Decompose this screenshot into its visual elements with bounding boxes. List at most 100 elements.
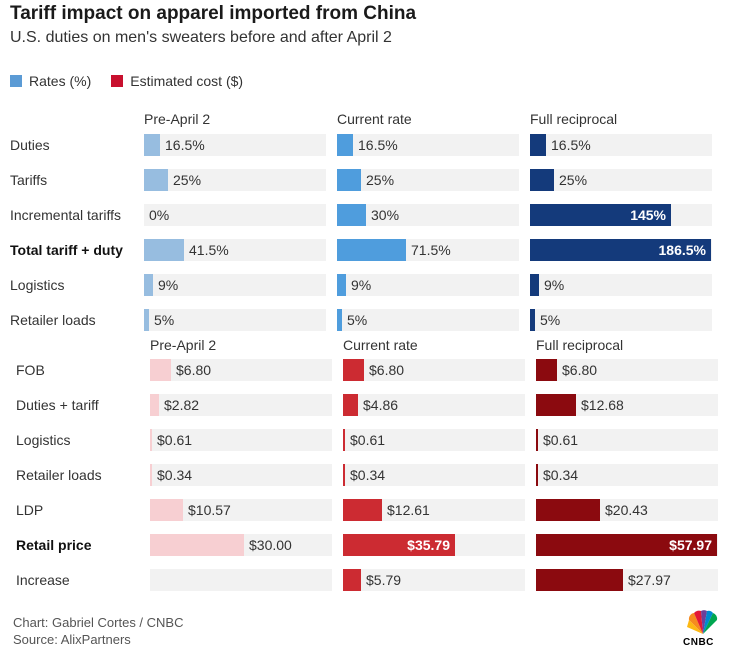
bar <box>144 274 153 296</box>
legend-swatch-cost <box>111 75 124 87</box>
bar <box>343 359 364 381</box>
bar-value-label: $27.97 <box>628 572 671 588</box>
row-label: FOB <box>16 362 45 378</box>
bar <box>150 464 152 486</box>
bar-value-label: $10.57 <box>188 502 231 518</box>
legend-swatch-rates <box>10 75 22 87</box>
legend-label-cost: Estimated cost ($) <box>130 73 244 89</box>
bar <box>343 429 345 451</box>
bar-value-label: $12.61 <box>387 502 430 518</box>
chart-subtitle: U.S. duties on men's sweaters before and… <box>10 29 392 46</box>
bar-value-label: $20.43 <box>605 502 648 518</box>
bar-track: $6.80 <box>343 359 525 381</box>
bar <box>530 134 546 156</box>
bar-value-label: 25% <box>366 172 395 188</box>
bar <box>343 569 361 591</box>
row-label: Retailer loads <box>16 467 102 483</box>
bar-value-label: $0.61 <box>157 432 193 448</box>
bar-value-label: $6.80 <box>562 362 598 378</box>
bar <box>343 499 382 521</box>
bar <box>536 359 557 381</box>
bar-value-label: $0.34 <box>350 467 386 483</box>
bar <box>536 569 623 591</box>
bar-value-label: $0.34 <box>543 467 579 483</box>
bar-track: 5% <box>337 309 519 331</box>
peacock-logo-icon <box>687 610 718 634</box>
bar-track: $12.68 <box>536 394 718 416</box>
bar-value-label: 0% <box>149 207 170 223</box>
bar <box>144 169 168 191</box>
row-label: Logistics <box>16 432 71 448</box>
chart-credit: Chart: Gabriel Cortes / CNBC <box>13 615 184 630</box>
bar-value-label: $35.79 <box>407 537 450 553</box>
bar-track: $20.43 <box>536 499 718 521</box>
bar-value-label: $4.86 <box>363 397 399 413</box>
row-label: Increase <box>16 572 70 588</box>
row-label: Duties + tariff <box>16 397 99 413</box>
bar-value-label: 186.5% <box>658 242 706 258</box>
bar-value-label: $12.68 <box>581 397 624 413</box>
bar <box>337 239 406 261</box>
bar-track: $10.57 <box>150 499 332 521</box>
bar-track: $0.61 <box>343 429 525 451</box>
bar-track: 71.5% <box>337 239 519 261</box>
bar-track: 41.5% <box>144 239 326 261</box>
bar-track: 30% <box>337 204 519 226</box>
bar-value-label: 5% <box>154 312 175 328</box>
bar-track: $0.34 <box>536 464 718 486</box>
bar-track: $0.34 <box>343 464 525 486</box>
bar <box>150 534 244 556</box>
bar-track: $6.80 <box>150 359 332 381</box>
bar-track: $2.82 <box>150 394 332 416</box>
bar-track: 16.5% <box>530 134 712 156</box>
bar-value-label: 30% <box>371 207 400 223</box>
row-label: Retail price <box>16 537 92 553</box>
bar-value-label: 145% <box>630 207 666 223</box>
bar-value-label: $2.82 <box>164 397 200 413</box>
bar-track: $0.61 <box>536 429 718 451</box>
bar-track: $27.97 <box>536 569 718 591</box>
row-label: Incremental tariffs <box>10 207 122 223</box>
bar <box>337 274 346 296</box>
bar <box>337 204 366 226</box>
row-label: Tariffs <box>10 172 48 188</box>
bar <box>536 464 538 486</box>
bar <box>337 134 353 156</box>
bar <box>150 359 171 381</box>
bar <box>530 169 554 191</box>
bar-value-label: $6.80 <box>369 362 405 378</box>
bar-value-label: $30.00 <box>249 537 292 553</box>
column-header: Pre-April 2 <box>144 111 211 127</box>
bar <box>150 499 183 521</box>
bar-track: $57.97 <box>536 534 718 556</box>
bar-track: 25% <box>337 169 519 191</box>
bar-track: $6.80 <box>536 359 718 381</box>
bar-track: 186.5% <box>530 239 712 261</box>
bar <box>150 394 159 416</box>
bar-track: $0.61 <box>150 429 332 451</box>
bar <box>536 394 576 416</box>
bar-track: 9% <box>530 274 712 296</box>
bar-value-label: 25% <box>173 172 202 188</box>
bar <box>530 274 539 296</box>
bar <box>530 239 711 261</box>
bar-value-label: 16.5% <box>358 137 398 153</box>
bar-value-label: 9% <box>544 277 565 293</box>
bar <box>530 309 535 331</box>
bar-value-label: 16.5% <box>551 137 591 153</box>
bar-value-label: 5% <box>347 312 368 328</box>
bar <box>343 534 455 556</box>
chart-title: Tariff impact on apparel imported from C… <box>10 3 417 24</box>
bar-value-label: $0.61 <box>543 432 579 448</box>
bar <box>150 429 152 451</box>
chart-source: Source: AlixPartners <box>13 632 131 647</box>
bar-track: 16.5% <box>337 134 519 156</box>
bar-track: 9% <box>144 274 326 296</box>
legend-item-rates: Rates (%) <box>10 73 91 89</box>
bar-track: 25% <box>530 169 712 191</box>
bar-value-label: 41.5% <box>189 242 229 258</box>
bar-value-label: $5.79 <box>366 572 402 588</box>
bar-track: $4.86 <box>343 394 525 416</box>
bar <box>144 134 160 156</box>
